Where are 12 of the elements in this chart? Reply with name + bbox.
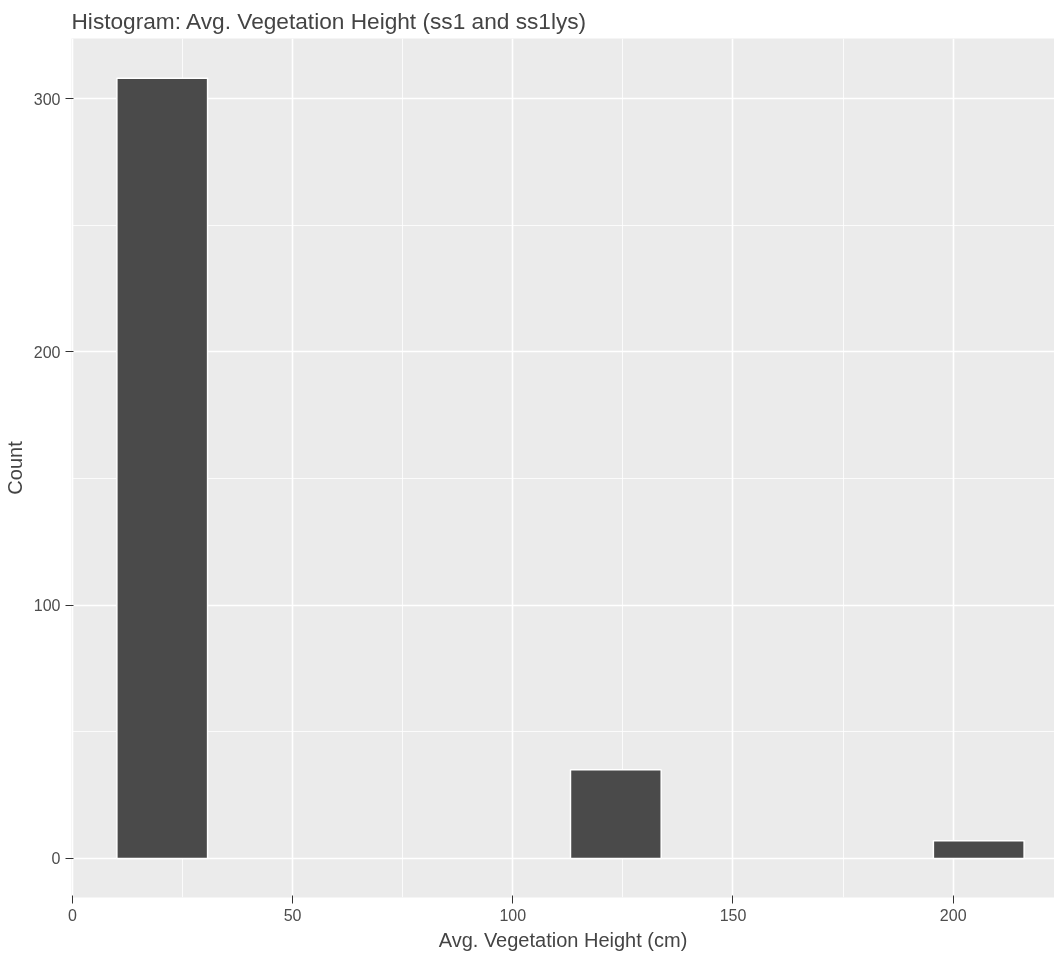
y-tick-label: 200 bbox=[33, 343, 61, 361]
x-tick-label: 200 bbox=[939, 906, 967, 924]
x-tick-label: 0 bbox=[67, 906, 77, 924]
y-axis-title: Count bbox=[3, 440, 26, 495]
x-axis-title: Avg. Vegetation Height (cm) bbox=[438, 928, 688, 951]
y-tick-label: 100 bbox=[33, 597, 61, 615]
x-tick-label: 50 bbox=[283, 906, 302, 924]
x-tick-label: 100 bbox=[499, 906, 527, 924]
y-tick-label: 300 bbox=[33, 90, 61, 108]
y-tick-label: 0 bbox=[51, 850, 61, 868]
chart-title: Histogram: Avg. Vegetation Height (ss1 and ss1lys) bbox=[71, 7, 587, 34]
x-tick-label: 150 bbox=[719, 906, 747, 924]
